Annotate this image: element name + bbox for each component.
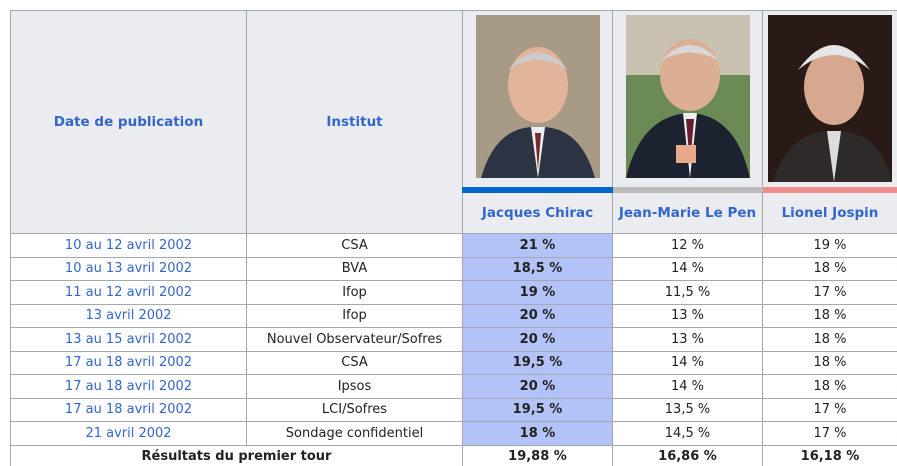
- value-cell: 13 %: [613, 304, 763, 328]
- date-cell: 10 au 12 avril 2002: [11, 234, 247, 258]
- value-cell: 18 %: [463, 422, 613, 446]
- results-value: 16,18 %: [763, 445, 897, 466]
- candidate-name: Lionel Jospin: [763, 190, 897, 234]
- institute-cell: Sondage confidentiel: [247, 422, 463, 446]
- date-cell: 11 au 12 avril 2002: [11, 281, 247, 305]
- photo: [768, 15, 892, 182]
- candidate-name: Jacques Chirac: [463, 190, 613, 234]
- value-cell: 20 %: [463, 328, 613, 352]
- value-cell: 17 %: [763, 422, 897, 446]
- date-cell: 10 au 13 avril 2002: [11, 257, 247, 281]
- date-cell: 17 au 18 avril 2002: [11, 398, 247, 422]
- photo: [476, 15, 600, 178]
- candidate-photo: [463, 11, 613, 191]
- institute-cell: CSA: [247, 234, 463, 258]
- institute-cell: CSA: [247, 351, 463, 375]
- value-cell: 19 %: [463, 281, 613, 305]
- institute-cell: Ipsos: [247, 375, 463, 399]
- value-cell: 11,5 %: [613, 281, 763, 305]
- value-cell: 18 %: [763, 375, 897, 399]
- value-cell: 14 %: [613, 375, 763, 399]
- value-cell: 20 %: [463, 304, 613, 328]
- value-cell: 17 %: [763, 398, 897, 422]
- value-cell: 17 %: [763, 281, 897, 305]
- institute-cell: Ifop: [247, 304, 463, 328]
- institute-cell: Nouvel Observateur/Sofres: [247, 328, 463, 352]
- institute-cell: LCI/Sofres: [247, 398, 463, 422]
- value-cell: 21 %: [463, 234, 613, 258]
- value-cell: 18 %: [763, 351, 897, 375]
- value-cell: 14 %: [613, 257, 763, 281]
- value-cell: 18 %: [763, 304, 897, 328]
- value-cell: 14 %: [613, 351, 763, 375]
- institute-cell: Ifop: [247, 281, 463, 305]
- date-cell: 17 au 18 avril 2002: [11, 375, 247, 399]
- value-cell: 13,5 %: [613, 398, 763, 422]
- candidate-photo: [763, 11, 897, 191]
- value-cell: 19,5 %: [463, 398, 613, 422]
- candidate-name: Jean-Marie Le Pen: [613, 190, 763, 234]
- poll-table: Date de publication Institut Jacques Chi…: [10, 10, 897, 466]
- institute-cell: BVA: [247, 257, 463, 281]
- results-value: 16,86 %: [613, 445, 763, 466]
- value-cell: 12 %: [613, 234, 763, 258]
- date-cell: 13 avril 2002: [11, 304, 247, 328]
- value-cell: 13 %: [613, 328, 763, 352]
- value-cell: 18 %: [763, 328, 897, 352]
- date-cell: 17 au 18 avril 2002: [11, 351, 247, 375]
- photo: [626, 15, 750, 178]
- date-cell: 13 au 15 avril 2002: [11, 328, 247, 352]
- value-cell: 19,5 %: [463, 351, 613, 375]
- date-header: Date de publication: [11, 11, 247, 234]
- page: Date de publication Institut Jacques Chi…: [0, 0, 897, 466]
- candidate-photo: [613, 11, 763, 191]
- value-cell: 14,5 %: [613, 422, 763, 446]
- value-cell: 20 %: [463, 375, 613, 399]
- date-cell: 21 avril 2002: [11, 422, 247, 446]
- value-cell: 18 %: [763, 257, 897, 281]
- results-value: 19,88 %: [463, 445, 613, 466]
- results-label: Résultats du premier tour: [11, 445, 463, 466]
- value-cell: 18,5 %: [463, 257, 613, 281]
- institute-header: Institut: [247, 11, 463, 234]
- value-cell: 19 %: [763, 234, 897, 258]
